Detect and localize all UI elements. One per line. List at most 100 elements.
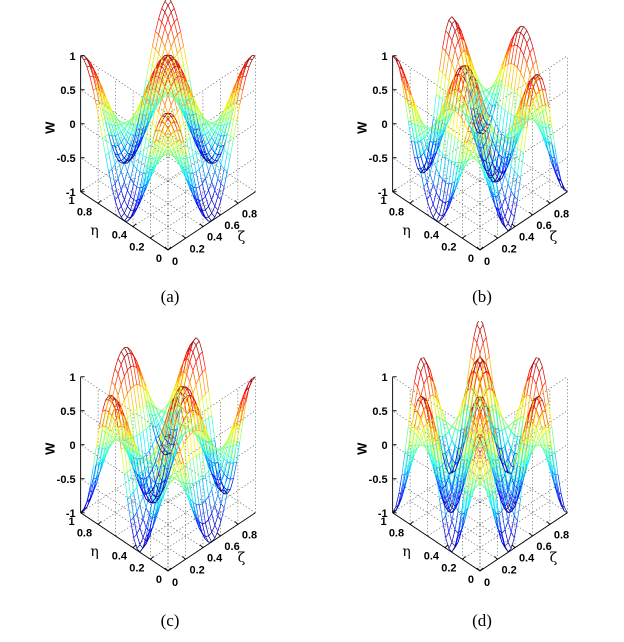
surface-mesh-segment [211,206,216,214]
surface-mesh-segment [136,131,141,135]
surface-mesh-segment [124,158,128,163]
surface-mesh-segment [538,74,543,80]
surface-mesh-segment [226,489,231,494]
surface-mesh-segment [186,96,191,110]
surface-mesh-segment [451,180,456,184]
surface-mesh-segment [117,171,122,179]
surface-mesh-segment [489,162,493,176]
surface-mesh-segment [167,46,172,56]
surface-mesh-segment [189,155,194,158]
surface-mesh-segment [177,111,181,127]
surface-mesh-segment [127,423,131,433]
surface-mesh-segment [464,149,468,162]
surface-mesh-segment [195,407,200,425]
surface-mesh-segment [167,150,172,154]
surface-mesh-segment [436,192,440,199]
surface-mesh-segment [460,117,465,124]
surface-mesh-segment [145,537,150,545]
surface-mesh-segment [189,103,194,119]
surface-mesh-segment [170,76,175,83]
surface-mesh-segment [183,352,188,362]
surface-mesh-segment [152,107,156,116]
surface-mesh-segment [139,171,144,174]
surface-mesh-segment [161,97,166,106]
surface-mesh-segment [164,484,169,494]
surface-mesh-segment [180,387,184,392]
surface-mesh-segment [173,18,178,23]
surface-mesh-segment [170,96,175,99]
surface-mesh-segment [130,352,135,366]
surface-mesh-segment [174,155,178,158]
surface-mesh-segment [205,417,209,421]
surface-mesh-segment [142,518,147,528]
surface-mesh-segment [173,438,178,454]
surface-mesh-segment [136,140,141,150]
surface-mesh-segment [133,183,138,188]
surface-mesh-segment [211,532,216,539]
surface-mesh-segment [439,198,443,203]
surface-mesh-segment [108,103,113,111]
surface-mesh-segment [208,142,212,149]
surface-mesh-segment [111,149,116,165]
surface-mesh-segment [535,60,540,76]
surface-mesh-segment [102,108,106,112]
surface-mesh-segment [220,149,225,165]
surface-mesh-segment [236,441,240,445]
surface-mesh-segment [504,133,509,137]
surface-mesh-segment [542,127,546,141]
surface-mesh-segment [217,144,222,147]
surface-mesh-segment [223,473,228,478]
surface-mesh-segment [167,89,172,95]
zeta-tick [476,246,481,251]
surface-mesh-segment [439,96,443,100]
surface-mesh-segment [105,136,110,154]
surface-mesh-segment [139,180,144,193]
surface-mesh-segment [145,507,150,516]
surface-mesh-segment [498,206,503,211]
grid-line [132,156,221,216]
surface-mesh-segment [155,129,159,132]
surface-mesh-segment [198,118,203,131]
surface-mesh-segment [130,145,135,160]
surface-mesh-segment [183,104,188,117]
surface-mesh-segment [173,135,178,147]
surface-mesh-segment [133,365,137,369]
surface-mesh-segment [130,141,135,152]
surface-mesh-segment [233,461,237,479]
surface-mesh-segment [183,487,188,494]
surface-mesh-segment [136,153,141,170]
surface-mesh-segment [208,137,212,143]
surface-mesh-segment [489,161,493,164]
surface-mesh-segment [142,90,147,102]
surface-mesh-segment [148,158,153,172]
surface-mesh-segment [202,522,206,524]
surface-mesh-segment [127,209,131,218]
eta-tick-label: 0 [468,253,474,265]
surface-mesh-segment [230,90,234,97]
surface-mesh-segment [208,513,212,520]
surface-mesh-segment [139,186,144,199]
surface-mesh-segment [236,77,241,90]
surface-mesh-segment [139,385,144,407]
surface-mesh-segment [230,427,234,442]
surface-mesh-segment [139,194,144,203]
surface-mesh-segment [482,150,487,167]
surface-mesh-segment [155,126,159,131]
surface-mesh-segment [414,156,418,159]
surface-mesh-segment [454,139,459,163]
surface-mesh-segment [395,57,400,67]
surface-mesh-segment [532,119,537,124]
surface-mesh-segment [183,76,188,87]
surface-mesh-segment [457,172,462,183]
surface-mesh-segment [470,90,475,110]
surface-mesh-segment [520,72,524,79]
surface-mesh-segment [136,202,141,210]
surface-mesh-segment [136,504,141,513]
surface-mesh-segment [435,70,440,95]
surface-mesh-segment [217,455,222,462]
surface-mesh-segment [489,181,493,183]
surface-mesh-segment [501,206,506,217]
surface-mesh-segment [492,84,496,95]
surface-mesh-segment [439,48,443,71]
surface-mesh-segment [420,134,425,149]
